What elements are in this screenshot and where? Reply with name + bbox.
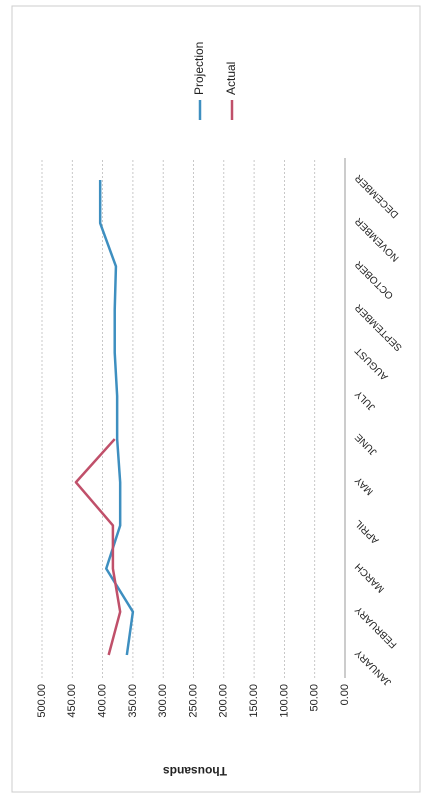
x-tick-label: NOVEMBER (353, 215, 401, 263)
x-tick-label: MARCH (353, 561, 387, 595)
y-tick-label: 300.00 (157, 684, 169, 718)
x-tick-label: JANUARY (353, 647, 394, 688)
y-axis-label: Thousands (163, 764, 227, 778)
legend-label: Projection (192, 42, 206, 95)
x-tick-label: FEBRUARY (353, 604, 399, 650)
x-tick-label: MAY (353, 474, 376, 497)
x-tick-label: JULY (353, 388, 378, 413)
y-tick-label: 100.00 (278, 684, 290, 718)
y-tick-label: 350.00 (127, 684, 139, 718)
x-tick-label: AUGUST (353, 345, 390, 382)
legend-label: Actual (224, 62, 238, 95)
x-tick-label: DECEMBER (353, 172, 401, 220)
y-tick-label: 0.00 (339, 684, 351, 705)
y-tick-label: 50.00 (309, 684, 321, 712)
y-tick-label: 150.00 (248, 684, 260, 718)
x-tick-label: JUNE (353, 431, 379, 457)
x-tick-label: OCTOBER (353, 258, 396, 301)
y-tick-label: 450.00 (66, 684, 78, 718)
y-tick-label: 200.00 (218, 684, 230, 718)
series-line (74, 438, 122, 656)
y-tick-label: 500.00 (36, 684, 48, 718)
y-tick-label: 250.00 (187, 684, 199, 718)
series-line (98, 180, 135, 656)
rotated-chart: Thousands 0.00 50.00 100.00 150.00 200.00 250… (36, 42, 405, 778)
y-tick-label: 400.00 (97, 684, 109, 718)
chart-border (11, 5, 421, 793)
x-tick-label: APRIL (353, 517, 382, 546)
